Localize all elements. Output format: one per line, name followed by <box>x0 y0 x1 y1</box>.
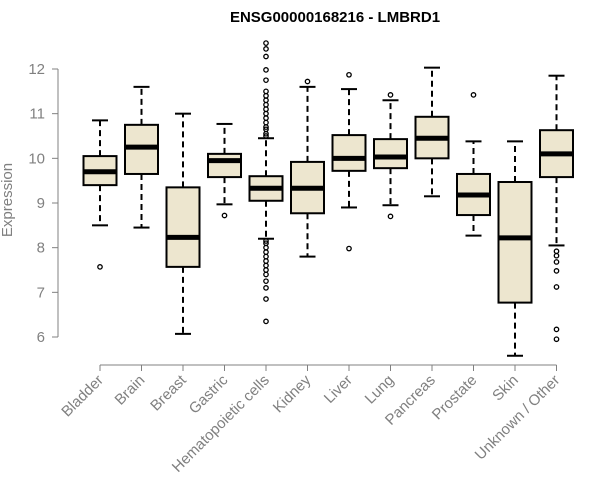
outlier-point <box>263 267 269 273</box>
outlier-point <box>263 296 269 302</box>
x-tick-label: Bladder <box>58 372 107 421</box>
outlier-point <box>263 46 269 52</box>
outlier-point <box>263 238 269 244</box>
x-tick-label: Lung <box>362 372 398 408</box>
outlier-point <box>263 110 269 117</box>
outlier-point <box>346 245 352 252</box>
y-tick-label: 8 <box>37 240 45 257</box>
iqr-box <box>331 134 367 172</box>
y-tick-label: 10 <box>28 150 45 167</box>
outlier-point <box>470 92 477 98</box>
outlier-point <box>263 106 269 113</box>
outlier-point <box>553 268 560 274</box>
outlier-point <box>263 67 269 73</box>
outlier-point <box>387 92 394 98</box>
y-tick-label: 7 <box>37 284 45 301</box>
box-group <box>248 40 284 325</box>
outlier-point <box>553 248 560 255</box>
outlier-point <box>97 264 103 270</box>
outlier-point <box>263 244 269 251</box>
x-tick-label: Brain <box>112 372 149 409</box>
outlier-point <box>263 271 269 278</box>
box-group <box>82 119 118 270</box>
outlier-point <box>263 278 269 285</box>
box-series <box>82 40 574 357</box>
outlier-point <box>263 77 269 84</box>
outlier-point <box>263 249 269 255</box>
outlier-point <box>553 259 560 265</box>
outlier-point <box>553 326 560 333</box>
y-tick-label: 6 <box>37 329 45 346</box>
x-tick-label: Kidney <box>270 371 315 416</box>
outlier-point <box>387 213 394 220</box>
chart-title: ENSG00000168216 - LMBRD1 <box>230 9 440 26</box>
box-group <box>165 112 201 335</box>
outlier-point <box>553 284 560 290</box>
outlier-point <box>263 124 269 130</box>
box-group <box>497 140 533 357</box>
box-group <box>414 66 450 198</box>
iqr-box <box>373 138 408 170</box>
outlier-point <box>263 119 269 126</box>
outlier-point <box>263 133 269 139</box>
iqr-box <box>165 186 201 268</box>
outlier-point <box>263 285 269 291</box>
outlier-point <box>553 252 560 259</box>
outlier-point <box>263 92 269 99</box>
outlier-point <box>263 88 269 95</box>
box-group <box>290 78 325 258</box>
outlier-point <box>263 101 269 108</box>
outlier-point <box>263 53 269 60</box>
x-tick-label: Prostate <box>429 372 481 424</box>
x-tick-label: Liver <box>321 372 356 407</box>
box-group <box>373 92 408 220</box>
box-group <box>207 122 242 219</box>
outlier-point <box>221 212 228 219</box>
box-group <box>331 71 367 252</box>
y-axis-label: Expression <box>0 163 16 237</box>
outlier-point <box>304 78 311 85</box>
outlier-point <box>263 130 269 137</box>
box-group <box>124 85 159 229</box>
outlier-point <box>263 115 269 121</box>
x-tick-label: Breast <box>147 371 190 414</box>
iqr-box <box>207 152 242 179</box>
outlier-point <box>263 258 269 264</box>
outlier-point <box>263 262 269 269</box>
outlier-point <box>263 253 269 260</box>
outlier-point <box>263 318 269 325</box>
y-tick-label: 12 <box>28 61 45 78</box>
x-tick-label: Skin <box>489 372 522 405</box>
y-axis: 6 7 8 9 10 11 12 <box>28 61 59 346</box>
outlier-point <box>346 71 352 78</box>
y-tick-label: 11 <box>29 106 45 123</box>
outlier-point <box>263 97 269 104</box>
box-group <box>539 74 574 343</box>
y-tick-label: 9 <box>37 195 45 212</box>
outlier-point <box>553 336 560 343</box>
box-group <box>456 92 491 237</box>
iqr-box <box>497 181 533 304</box>
outlier-point <box>263 40 269 46</box>
